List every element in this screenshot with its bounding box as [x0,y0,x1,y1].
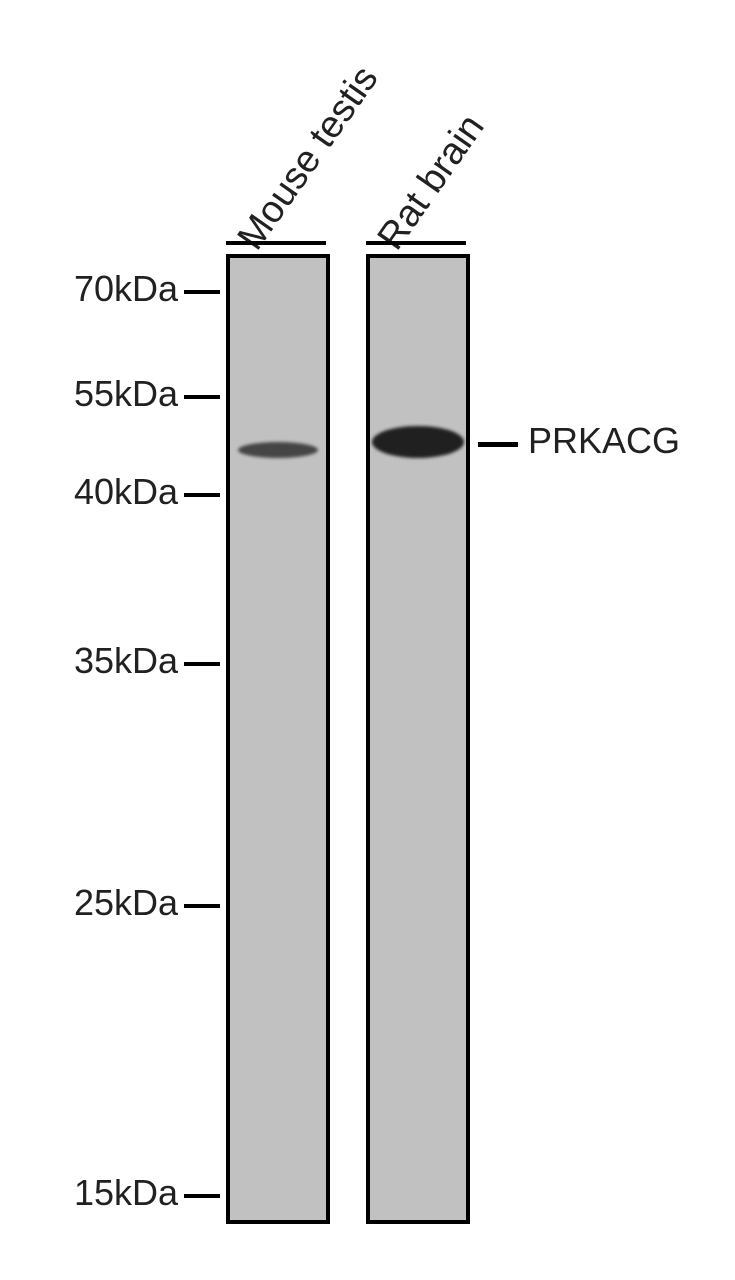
mw-tick-3 [184,662,220,666]
mw-tick-5 [184,1194,220,1198]
protein-callout-label: PRKACG [528,420,680,462]
mw-label-3: 35kDa [38,640,178,682]
mw-tick-0 [184,290,220,294]
mw-tick-2 [184,493,220,497]
lane-2 [366,254,470,1224]
lane-underline-1 [226,241,326,245]
mw-tick-4 [184,904,220,908]
mw-tick-1 [184,395,220,399]
mw-label-5: 15kDa [38,1172,178,1214]
lane-1 [226,254,330,1224]
lane-label-2: Rat brain [370,107,494,258]
band-lane1 [238,442,318,458]
mw-label-0: 70kDa [38,268,178,310]
protein-callout-tick [478,442,518,447]
mw-label-4: 25kDa [38,882,178,924]
mw-label-1: 55kDa [38,373,178,415]
lane-underline-2 [366,241,466,245]
band-lane2 [372,426,464,458]
lane-label-1: Mouse testis [230,59,388,258]
mw-label-2: 40kDa [38,471,178,513]
western-blot-figure: Mouse testis Rat brain 70kDa 55kDa 40kDa… [0,0,735,1280]
